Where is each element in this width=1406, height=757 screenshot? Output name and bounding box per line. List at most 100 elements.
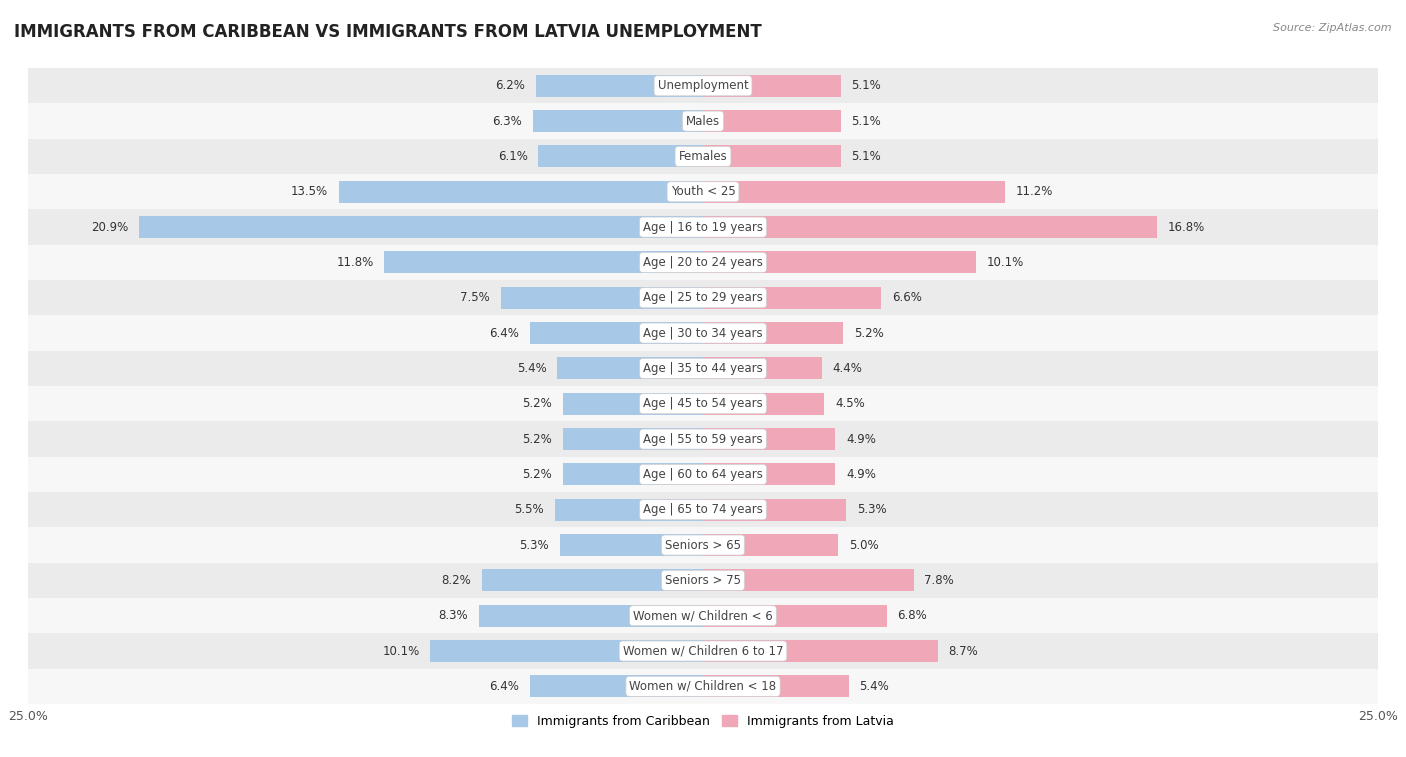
Bar (703, 605, 887, 627)
Bar (28, 528, 1378, 562)
Bar (703, 428, 835, 450)
Bar (28, 492, 1378, 528)
Text: 5.2%: 5.2% (522, 468, 551, 481)
Text: 10.1%: 10.1% (987, 256, 1024, 269)
Bar (703, 675, 849, 697)
Text: 5.5%: 5.5% (515, 503, 544, 516)
Bar (530, 322, 703, 344)
Bar (562, 393, 703, 415)
Text: 5.3%: 5.3% (856, 503, 887, 516)
Bar (28, 386, 1378, 422)
Bar (703, 251, 976, 273)
Bar (703, 463, 835, 485)
Text: Seniors > 65: Seniors > 65 (665, 538, 741, 552)
Text: Source: ZipAtlas.com: Source: ZipAtlas.com (1274, 23, 1392, 33)
Bar (430, 640, 703, 662)
Bar (562, 463, 703, 485)
Text: Age | 35 to 44 years: Age | 35 to 44 years (643, 362, 763, 375)
Bar (139, 217, 703, 238)
Text: Seniors > 75: Seniors > 75 (665, 574, 741, 587)
Bar (538, 145, 703, 167)
Bar (28, 280, 1378, 316)
Bar (28, 210, 1378, 245)
Text: 7.5%: 7.5% (460, 291, 489, 304)
Text: 13.5%: 13.5% (291, 185, 328, 198)
Text: 5.2%: 5.2% (855, 326, 884, 340)
Bar (501, 287, 703, 309)
Text: 4.5%: 4.5% (835, 397, 865, 410)
Text: 6.4%: 6.4% (489, 680, 519, 693)
Bar (28, 562, 1378, 598)
Text: 5.3%: 5.3% (519, 538, 550, 552)
Text: 4.9%: 4.9% (846, 432, 876, 446)
Bar (28, 316, 1378, 350)
Bar (28, 245, 1378, 280)
Bar (703, 357, 821, 379)
Text: 16.8%: 16.8% (1167, 220, 1205, 234)
Bar (28, 174, 1378, 210)
Text: Females: Females (679, 150, 727, 163)
Text: 5.1%: 5.1% (852, 114, 882, 128)
Bar (28, 634, 1378, 668)
Bar (530, 675, 703, 697)
Text: Age | 60 to 64 years: Age | 60 to 64 years (643, 468, 763, 481)
Text: 6.6%: 6.6% (891, 291, 922, 304)
Text: 5.2%: 5.2% (522, 432, 551, 446)
Bar (703, 287, 882, 309)
Text: 6.2%: 6.2% (495, 79, 524, 92)
Bar (479, 605, 703, 627)
Bar (28, 350, 1378, 386)
Text: 6.8%: 6.8% (897, 609, 927, 622)
Bar (703, 75, 841, 97)
Text: 8.7%: 8.7% (949, 644, 979, 658)
Bar (28, 104, 1378, 139)
Text: 7.8%: 7.8% (924, 574, 955, 587)
Text: 5.1%: 5.1% (852, 79, 882, 92)
Text: 5.0%: 5.0% (849, 538, 879, 552)
Text: Age | 65 to 74 years: Age | 65 to 74 years (643, 503, 763, 516)
Text: Unemployment: Unemployment (658, 79, 748, 92)
Legend: Immigrants from Caribbean, Immigrants from Latvia: Immigrants from Caribbean, Immigrants fr… (508, 710, 898, 733)
Text: 5.4%: 5.4% (859, 680, 890, 693)
Bar (554, 499, 703, 521)
Bar (560, 534, 703, 556)
Text: 6.3%: 6.3% (492, 114, 522, 128)
Bar (703, 181, 1005, 203)
Bar (562, 428, 703, 450)
Bar (703, 217, 1157, 238)
Bar (28, 668, 1378, 704)
Text: Age | 25 to 29 years: Age | 25 to 29 years (643, 291, 763, 304)
Bar (339, 181, 703, 203)
Bar (28, 139, 1378, 174)
Bar (536, 75, 703, 97)
Text: 10.1%: 10.1% (382, 644, 419, 658)
Text: 8.2%: 8.2% (441, 574, 471, 587)
Bar (28, 598, 1378, 634)
Text: Women w/ Children 6 to 17: Women w/ Children 6 to 17 (623, 644, 783, 658)
Text: Youth < 25: Youth < 25 (671, 185, 735, 198)
Bar (28, 422, 1378, 456)
Text: Women w/ Children < 18: Women w/ Children < 18 (630, 680, 776, 693)
Text: Age | 45 to 54 years: Age | 45 to 54 years (643, 397, 763, 410)
Text: 5.2%: 5.2% (522, 397, 551, 410)
Bar (703, 499, 846, 521)
Text: Age | 30 to 34 years: Age | 30 to 34 years (643, 326, 763, 340)
Bar (703, 111, 841, 132)
Bar (28, 68, 1378, 104)
Text: Males: Males (686, 114, 720, 128)
Bar (703, 322, 844, 344)
Text: IMMIGRANTS FROM CARIBBEAN VS IMMIGRANTS FROM LATVIA UNEMPLOYMENT: IMMIGRANTS FROM CARIBBEAN VS IMMIGRANTS … (14, 23, 762, 41)
Text: Women w/ Children < 6: Women w/ Children < 6 (633, 609, 773, 622)
Text: Age | 20 to 24 years: Age | 20 to 24 years (643, 256, 763, 269)
Bar (482, 569, 703, 591)
Text: 6.1%: 6.1% (498, 150, 527, 163)
Bar (28, 456, 1378, 492)
Text: 4.4%: 4.4% (832, 362, 862, 375)
Text: 4.9%: 4.9% (846, 468, 876, 481)
Text: 11.2%: 11.2% (1017, 185, 1053, 198)
Text: 8.3%: 8.3% (439, 609, 468, 622)
Text: 5.4%: 5.4% (516, 362, 547, 375)
Text: 6.4%: 6.4% (489, 326, 519, 340)
Text: 11.8%: 11.8% (336, 256, 374, 269)
Text: 20.9%: 20.9% (91, 220, 128, 234)
